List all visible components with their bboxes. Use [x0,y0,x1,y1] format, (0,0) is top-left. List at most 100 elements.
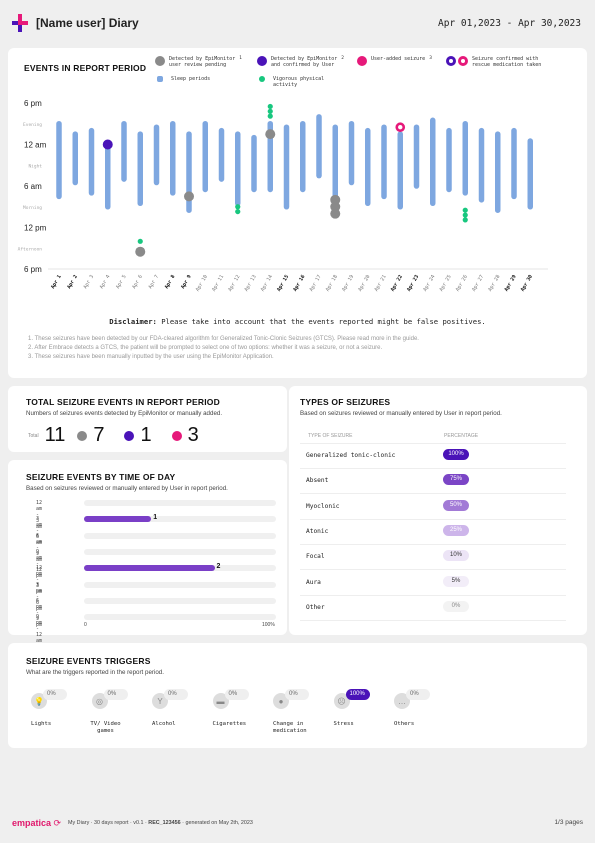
period-label: Evening [23,122,42,128]
types-row-name: Generalized tonic-clonic [306,452,396,459]
types-row-percentage: 50% [443,499,469,511]
tod-row-track [84,597,276,604]
rescue-ring-purple-icon [446,56,456,66]
vigorous-activity-point [235,204,241,210]
x-tick-label: Apr 25 [439,274,453,293]
brand-logo: empatica ⟳ [12,818,61,829]
x-tick-label: Apr 5 [115,274,128,290]
total-card-title: TOTAL SEIZURE EVENTS IN REPORT PERIOD [26,397,220,407]
types-row-name: Atonic [306,527,329,535]
pending-event-point [265,129,276,140]
tod-row-track [84,581,276,588]
vigorous-activity-point [137,238,143,244]
x-tick-label: Apr 26 [455,274,469,293]
footnote-3: 3. These seizures have been manually inp… [28,354,274,360]
trigger-percentage: 0% [406,689,430,700]
total-seizures-card: TOTAL SEIZURE EVENTS IN REPORT PERIOD Nu… [8,386,287,452]
types-row-percentage: 25% [443,524,469,536]
x-tick-label: Apr 14 [260,274,274,293]
user-added-dot-icon [357,56,367,66]
pending-dot-icon [155,56,165,66]
tod-row-label: 9 pm - 12 am [36,614,43,645]
x-tick-label: Apr 15 [276,274,290,293]
tod-row-label: 6 am - 9 am [36,532,43,563]
types-row: Myoclonic 50% [300,495,566,520]
x-tick-label: Apr 10 [195,274,209,293]
types-row-percentage: 75% [443,474,469,486]
footnotes: 1. These seizures have been detected by … [28,335,419,362]
types-row-percentage: 5% [443,575,469,587]
vigorous-activity-point [267,113,273,119]
total-label: Total [28,432,39,439]
x-tick-label: Apr 12 [227,274,241,293]
trigger-percentage: 0% [224,689,249,700]
trigger-label: Alcohol [152,721,176,727]
x-tick-label: Apr 24 [422,274,436,293]
triggers-card-title: SEIZURE EVENTS TRIGGERS [26,656,151,666]
types-row-name: Other [306,603,325,611]
tod-card-subtitle: Based on seizures reviewed or manually e… [26,485,228,492]
trigger-label: Cigarettes [212,721,247,727]
tod-row-label: 3 am - 6 am [36,516,43,547]
tod-card-title: SEIZURE EVENTS BY TIME OF DAY [26,472,176,482]
tod-row-track [84,548,276,555]
types-card-subtitle: Based on seizures reviewed or manually e… [300,410,502,417]
trigger-percentage: 0% [285,689,309,700]
legend-rescue-label: Seizure confirmed with rescue medication… [472,56,542,68]
time-of-day-card: SEIZURE EVENTS BY TIME OF DAY Based on s… [8,460,287,644]
footer-prefix: My Diary · 30 days report · v0.1 · [68,820,149,826]
legend-rescue: Seizure confirmed with rescue medication… [446,56,541,68]
y-tick-label: 6 pm [24,265,42,274]
footnote-ref-1: 1 [239,56,242,61]
pending-event-point [330,208,341,219]
legend-confirmed: Detected by EpiMonitor and confirmed by … [257,56,344,68]
pending-dot-icon [77,430,88,441]
legend-user-added: User-added seizure 3 [357,56,432,66]
x-tick-label: Apr 17 [309,274,323,293]
tod-row-track [84,516,276,523]
footer-report-info: My Diary · 30 days report · v0.1 · REC_1… [68,820,253,826]
tod-row-track [84,532,276,539]
trigger-percentage: 0% [43,689,67,700]
vigorous-activity-point [462,207,468,213]
gamepad-icon: ◎ [91,693,108,709]
trigger-label: Others [394,721,415,727]
brand-name: empatica [12,818,52,828]
trigger-label: Stress [333,721,354,727]
footnote-ref-2: 2 [341,56,344,61]
trigger-percentage: 0% [103,689,128,700]
types-row-percentage: 0% [443,600,469,612]
x-tick-label: Apr 6 [131,274,144,290]
types-row: Other 0% [300,596,566,621]
trigger-percentage: 100% [345,689,370,700]
legend-sleep-label: Sleep periods [171,76,211,82]
period-label: Afternoon [18,246,43,252]
trigger-label: Lights [31,721,52,727]
total-counts: Total 11 7 1 3 [28,424,199,447]
page-header: [Name user] Diary Apr 01,2023 - Apr 30,2… [0,0,595,44]
x-tick-label: Apr 18 [325,274,339,293]
x-tick-label: Apr 22 [390,274,404,293]
vigorous-activity-point [267,108,273,114]
footnote-1: 1. These seizures have been detected by … [28,336,419,342]
legend-vigorous: Vigorous physical activity [259,76,324,88]
tod-row-value: 1 [153,514,158,522]
types-row-name: Myoclonic [306,502,340,510]
page-title: [Name user] Diary [36,16,139,30]
date-range: Apr 01,2023 - Apr 30,2023 [438,18,581,29]
vigorous-activity-point [462,212,468,218]
footer-suffix: · generated on May 2th, 2023 [180,820,253,826]
period-label: Night [28,163,42,169]
tod-row-label: 12 am - 3 am [36,500,43,530]
x-tick-label: Apr 1 [50,274,63,290]
x-tick-label: Apr 19 [341,274,355,293]
tod-row-label: 3 pm - 6 pm [36,581,43,612]
types-row: Atonic 25% [300,520,566,545]
pending-event-point [330,201,341,212]
disclaimer-label: Disclaimer: [109,317,157,326]
vigorous-activity-point [267,103,273,110]
types-card-title: TYPES OF SEIZURES [300,397,391,407]
disclaimer: Disclaimer: Please take into account tha… [0,317,595,326]
tod-row-bar [84,565,215,572]
legend-pending: Detected by EpiMonitor user review pendi… [155,56,242,68]
